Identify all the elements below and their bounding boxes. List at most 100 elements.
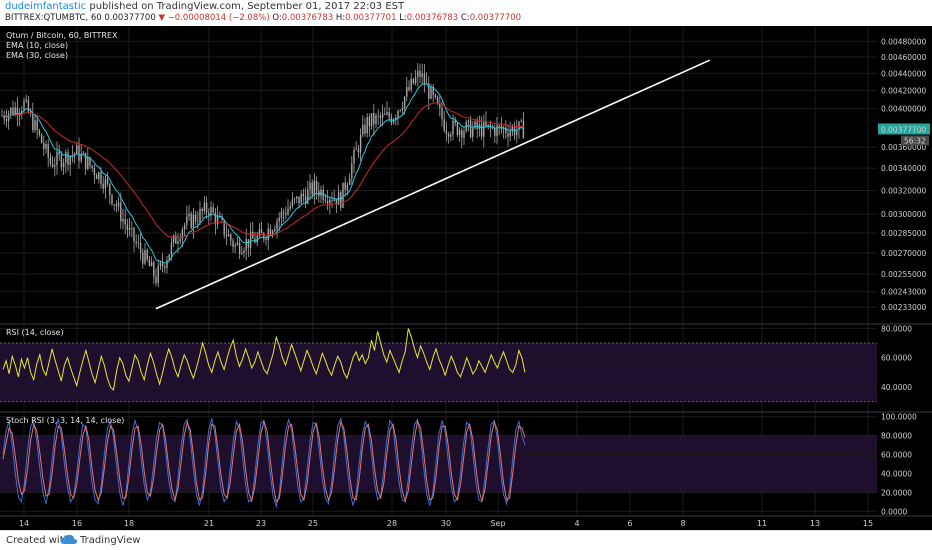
candle-body [183,225,186,230]
candle-body [359,134,362,153]
chart-header: dudeimfantastic published on TradingView… [0,0,932,26]
tradingview-brand[interactable]: TradingView [80,535,141,546]
candle-body [82,152,85,154]
candle-body [23,100,25,111]
candle-body [148,259,151,267]
candle-body [480,124,483,137]
candle-body [304,196,307,204]
candle-body [476,121,478,130]
candle-body [135,241,137,244]
candle-body [216,215,219,225]
candle-body [100,172,102,185]
candle-body [302,193,305,197]
candle-body [102,184,104,189]
candle-body [194,214,197,222]
candle-body [406,87,408,97]
candle-body [509,130,511,137]
candle-body [25,99,27,101]
candle-body [221,217,223,220]
price-tick-label: 0.00480000 [881,37,927,46]
candle-body [166,260,168,268]
candle-body [335,198,338,205]
candle-body [236,242,239,245]
candle-body [265,238,267,240]
candle-body [469,120,472,138]
rsi-tick-label: 40.0000 [881,383,912,392]
price-tick-label: 0.00420000 [881,86,927,95]
price-tick-label: 0.00255000 [881,270,927,279]
date-tick-label: 15 [863,519,873,528]
candle-body [505,127,507,134]
candle-body [498,125,500,127]
candle-body [436,96,439,104]
candle-body [331,199,333,201]
author-link[interactable]: dudeimfantastic [5,1,87,12]
candle-body [346,184,349,190]
candle-body [186,216,188,226]
chart-canvas[interactable]: 0.00480000 0.00460000 0.00440000 0.00420000… [0,26,932,530]
date-tick-label: 21 [204,519,214,528]
candles-group [1,63,525,288]
candle-body [454,120,456,124]
candle-body [223,219,225,235]
candle-body [113,204,115,205]
candle-body [91,165,93,168]
candle-body [408,87,410,90]
candle-body [205,202,208,213]
candle-body [139,243,142,253]
candle-body [32,112,34,131]
candle-body [269,228,272,235]
candle-body [243,250,245,254]
candle-body [164,265,166,268]
trendline [155,59,711,310]
candle-body [496,125,498,136]
candle-body [170,242,173,255]
candle-body [181,229,184,240]
rsi-series-line [2,328,526,392]
candle-body [137,243,140,244]
price-tick-label: 0.00440000 [881,69,927,78]
candle-body [370,113,373,127]
candle-body [414,76,417,84]
price-tick-label: 0.00400000 [881,104,927,113]
candle-body [212,206,214,213]
candle-body [111,194,113,205]
candle-body [58,151,60,155]
close-label: C: [460,13,470,23]
candle-body [285,213,287,215]
candle-body [417,70,419,77]
candle-body [300,193,302,204]
candle-body [315,180,318,191]
candle-body [122,219,124,222]
candle-body [263,233,265,239]
stoch-rsi-tick-label: 0.0000 [881,507,907,516]
candle-body [210,206,212,216]
candle-body [208,212,210,216]
candle-body [89,157,91,166]
open-label: O: [272,13,282,23]
date-tick-label: 11 [757,519,767,528]
candle-body [388,112,390,118]
candle-body [168,254,170,261]
candle-body [98,172,100,180]
candle-body [12,107,14,115]
date-tick-label: 14 [19,519,29,528]
candle-body [249,231,252,248]
candle-body [485,121,487,126]
candle-body [104,179,107,189]
candle-body [201,208,203,211]
candle-body [36,120,38,131]
candle-body [232,240,234,247]
candle-body [146,250,148,260]
stoch-rsi-series-line [2,419,526,503]
candle-body [419,70,421,77]
date-tick-label: 6 [627,519,632,528]
candle-body [423,73,426,85]
candle-body [333,198,335,201]
candle-body [463,131,465,138]
price-tick-label: 0.00360000 [881,143,927,152]
candle-body [225,234,228,237]
candle-body [10,107,12,114]
candle-body [364,124,366,134]
candle-body [357,148,360,153]
